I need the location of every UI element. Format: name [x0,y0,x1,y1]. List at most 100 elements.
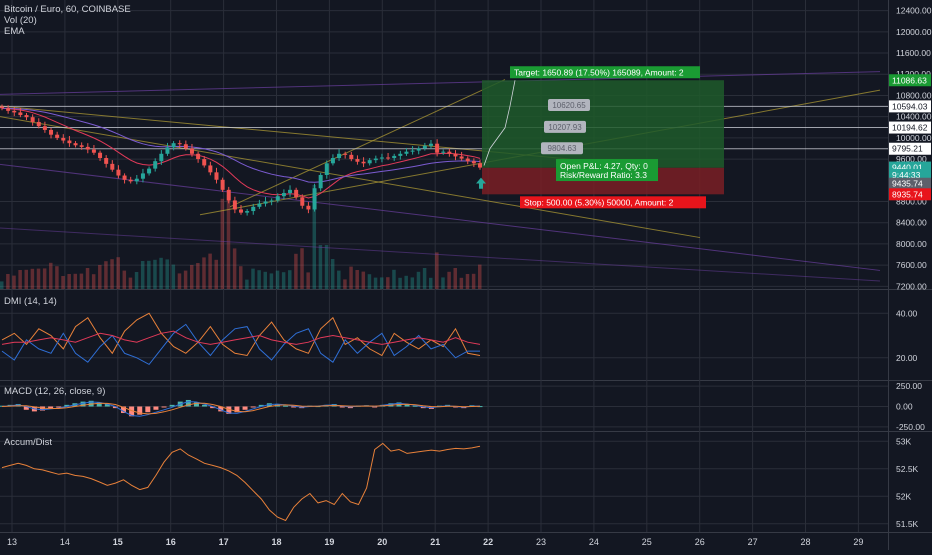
projection-callout [548,98,590,111]
volume-bar [269,273,274,289]
ad-tick-label: 53K [896,436,911,446]
macd-histogram-bar [250,406,256,408]
candle-body [42,126,47,130]
projection-callout-label: 9804.63 [548,144,577,153]
volume-bar [171,264,176,289]
trend-line [0,227,881,282]
macd-histogram-bar [64,404,70,407]
time-tick-label: 18 [271,537,281,547]
symbol-title[interactable]: Bitcoin / Euro, 60, COINBASE [4,4,131,15]
candle-body [116,169,121,176]
macd-pane-label[interactable]: MACD (12, 26, close, 9) [4,386,106,397]
macd-histogram-bar [129,406,135,417]
volume-indicator-label[interactable]: Vol (20) [4,15,37,26]
candle-body [361,161,366,164]
candle-body [410,150,415,152]
dmi-series-line [1,330,481,345]
candle-body [12,110,17,113]
candle-body [232,200,237,210]
dmi-series-line [1,323,480,366]
candle-body [349,154,354,160]
candle-body [324,163,329,175]
macd-tick-label: 250.00 [896,381,922,391]
time-tick-label: 13 [7,537,17,547]
volume-bar [416,271,421,289]
time-tick-label: 22 [483,537,493,547]
candle-body [386,157,391,159]
volume-bar [453,268,457,289]
macd-histogram-bar [56,406,62,408]
volume-bar [367,274,372,289]
volume-bar [392,269,396,289]
macd-tick-label: -250.00 [896,422,925,432]
price-marker [889,74,931,87]
macd-signal-line [1,402,481,415]
price-marker-label: 10594.03 [892,101,928,111]
stop-label: Stop: 500.00 (5.30%) 50000, Amount: 2 [524,197,674,207]
volume-bar [281,272,286,289]
volume-bar [471,273,476,289]
candle-body [306,205,311,210]
volume-bar [386,277,390,289]
candle-body [73,143,78,146]
volume-bar [208,253,212,289]
candle-body [435,143,440,153]
volume-bar [116,257,120,289]
candle-body [36,121,41,127]
candle-body [220,179,225,190]
macd-histogram-bar [137,406,143,415]
candle-body [330,158,335,164]
price-marker [889,121,931,134]
volume-bar [465,274,470,289]
price-tick-label: 10000.00 [896,133,932,143]
candle-body [226,189,231,201]
candle-body [465,158,470,162]
volume-bar [67,274,71,289]
dmi-pane-label[interactable]: DMI (14, 14) [4,296,57,307]
macd-histogram-bar [104,404,110,407]
volume-bar [153,259,157,289]
volume-bar [349,266,353,289]
macd-histogram-bar [193,402,199,407]
candle-body [91,149,96,153]
price-tick-label: 8000.00 [896,239,927,249]
target-label: Target: 1650.89 (17.50%) 165089, Amount:… [514,67,684,77]
candle-body [147,168,152,174]
volume-bar [36,268,41,289]
volume-bar [379,277,384,289]
candle-body [312,188,317,210]
volume-bar [361,271,366,289]
macd-histogram-bar [169,404,175,407]
volume-bar [122,270,127,289]
macd-histogram-bar [283,405,289,407]
time-tick-label: 23 [536,537,546,547]
macd-histogram-bar [48,406,54,409]
volume-bar [245,279,249,289]
ema-indicator-label[interactable]: EMA [4,26,25,37]
candle-body [24,115,29,118]
accum-dist-pane-label[interactable]: Accum/Dist [4,437,53,448]
candle-body [398,153,403,156]
macd-histogram-bar [339,406,345,408]
macd-histogram-bar [161,406,167,408]
price-tick-label: 9600.00 [896,154,927,164]
volume-bar [330,259,335,289]
time-tick-label: 24 [589,537,599,547]
time-tick-label: 27 [748,537,758,547]
volume-bar [177,273,182,289]
volume-bar [355,270,359,289]
macd-histogram-bar [242,406,248,410]
macd-tick-label: 0.00 [896,402,913,412]
candle-body [367,160,372,164]
volume-bar [239,266,243,289]
candle-body [269,200,274,202]
candle-body [98,152,103,159]
candle-body [85,146,90,150]
price-marker-label: 9440.01 [892,163,923,173]
volume-bar [214,259,218,289]
projection-callout-label: 10620.65 [552,101,586,110]
macd-histogram-bar [404,404,410,407]
volume-bar [428,277,433,289]
